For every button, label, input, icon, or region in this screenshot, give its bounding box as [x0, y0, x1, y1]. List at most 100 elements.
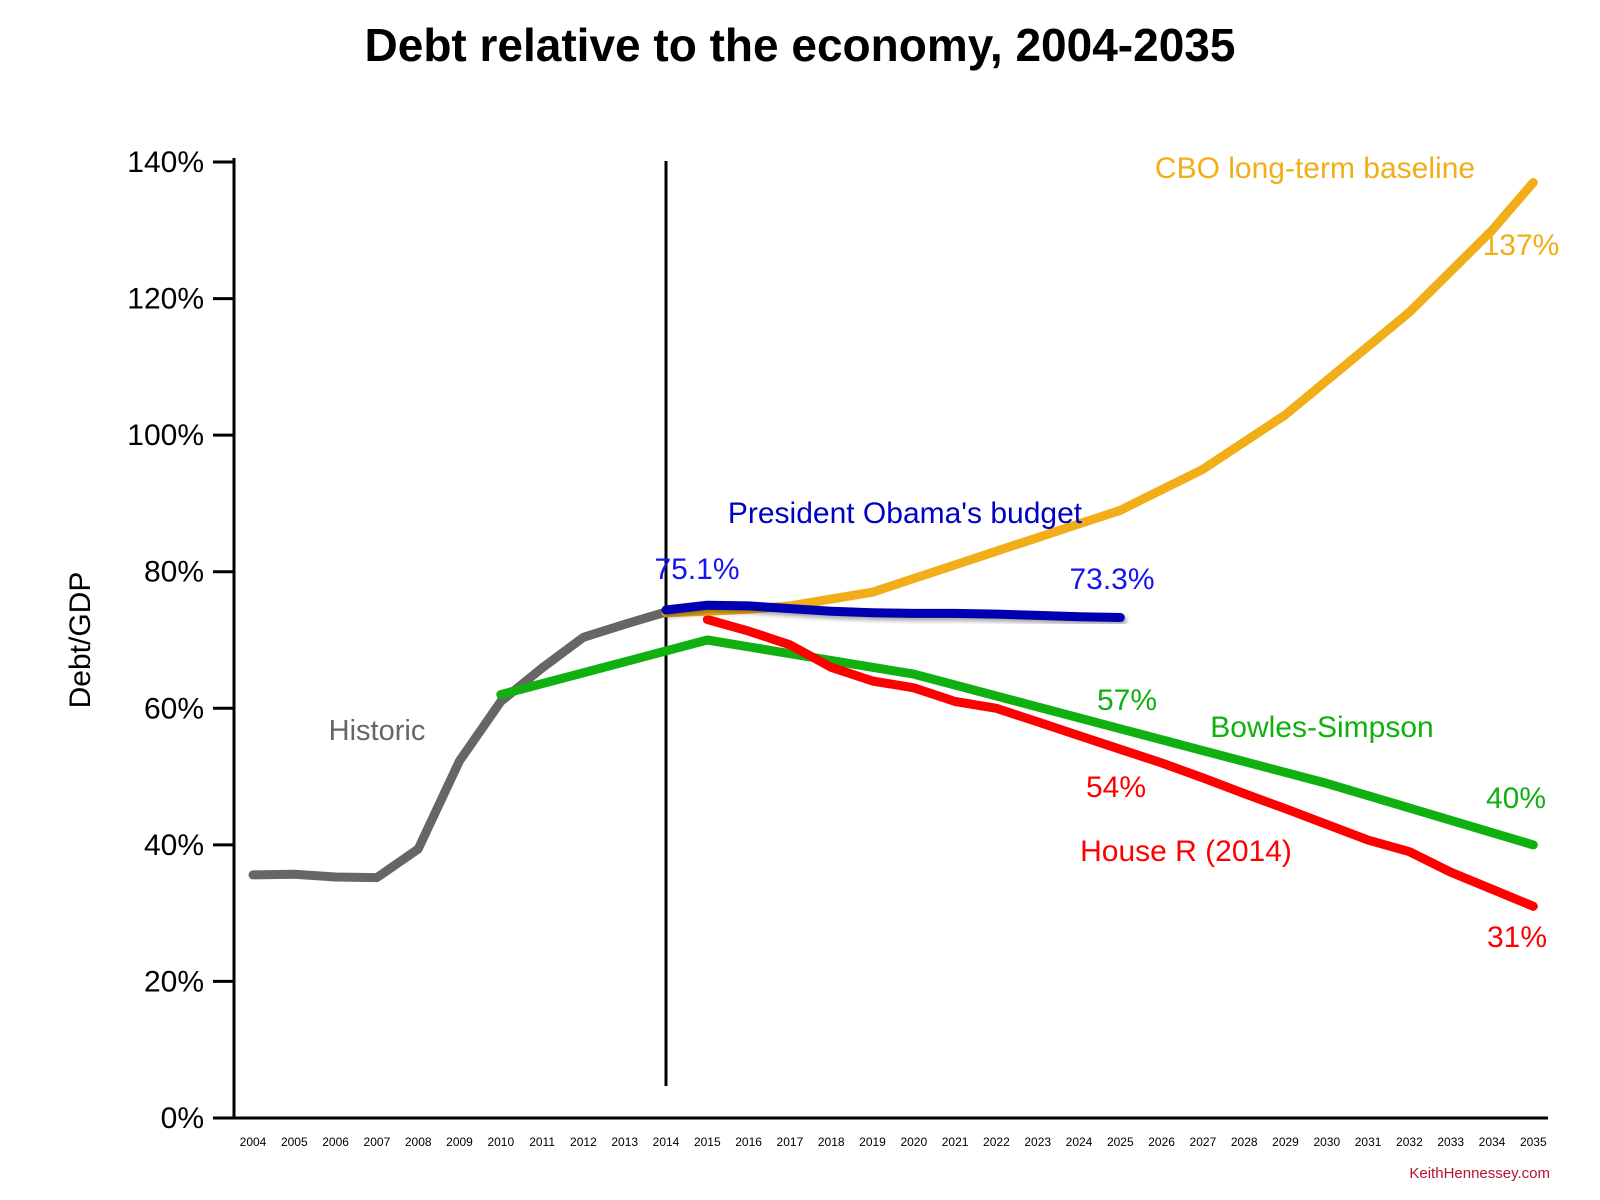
chart-title: Debt relative to the economy, 2004-2035: [364, 19, 1236, 71]
data-point-house-r-2014: [1036, 720, 1040, 724]
data-point-bowles-simpson: [912, 672, 916, 676]
data-point-cbo-long-term-baseline: [994, 549, 998, 553]
annotation-73-3: 73.3%: [1069, 563, 1154, 596]
annotations: Historic President Obama's budget 75.1% 73.…: [329, 152, 1560, 954]
x-tick-label: 2026: [1148, 1135, 1175, 1149]
data-point-cbo-long-term-baseline: [1407, 310, 1411, 314]
annotation-137: 137%: [1483, 229, 1560, 262]
data-point-house-r-2014: [1242, 792, 1246, 796]
data-point-house-r-2014: [1325, 822, 1329, 826]
x-tick-label: 2012: [570, 1135, 597, 1149]
x-tick-label: 2020: [900, 1135, 927, 1149]
y-tick-label: 20%: [144, 965, 204, 998]
axes: 0% 20% 40% 60% 80% 100% 120% 140% 2004 2005 2006 20…: [64, 146, 1548, 1149]
y-tick-label: 100%: [127, 419, 204, 452]
data-point-president-obama-s-budget: [664, 608, 668, 612]
data-point-house-r-2014: [747, 629, 751, 633]
data-point-president-obama-s-budget: [953, 611, 957, 615]
y-axis-label: Debt/GDP: [64, 572, 97, 709]
x-tick-label: 2027: [1190, 1135, 1217, 1149]
data-point-house-r-2014: [1284, 807, 1287, 811]
x-tick-label: 2028: [1231, 1135, 1258, 1149]
x-tick-label: 2032: [1396, 1135, 1423, 1149]
data-point-historic: [334, 875, 338, 879]
data-point-house-r-2014: [1077, 734, 1081, 738]
data-point-president-obama-s-budget: [871, 611, 874, 615]
data-point-house-r-2014: [871, 679, 874, 683]
y-tick-label: 0%: [161, 1102, 204, 1135]
data-point-bowles-simpson: [1118, 727, 1122, 731]
data-point-president-obama-s-budget: [788, 607, 792, 611]
data-point-president-obama-s-budget: [912, 611, 916, 615]
x-tick-label: 2021: [942, 1135, 969, 1149]
x-tick-label: 2022: [983, 1135, 1010, 1149]
data-point-cbo-long-term-baseline: [1366, 344, 1370, 348]
x-tick-label: 2005: [281, 1135, 308, 1149]
data-point-house-r-2014: [1449, 870, 1453, 874]
x-tick-label: 2019: [859, 1135, 886, 1149]
data-point-president-obama-s-budget: [705, 603, 709, 607]
annotation-31: 31%: [1487, 921, 1547, 954]
x-tick-label: 2007: [364, 1135, 391, 1149]
data-point-bowles-simpson: [705, 638, 709, 642]
x-tick-label: 2031: [1355, 1135, 1382, 1149]
data-point-historic: [292, 872, 296, 876]
annotation-54: 54%: [1086, 771, 1146, 804]
data-point-house-r-2014: [1407, 850, 1411, 854]
series-line-cbo-long-term-baseline: [661, 178, 1538, 618]
data-point-cbo-long-term-baseline: [912, 577, 916, 581]
data-point-house-r-2014: [1531, 904, 1535, 908]
series-line-historic: [248, 607, 671, 883]
data-point-president-obama-s-budget: [1036, 613, 1040, 617]
x-tick-label: 2018: [818, 1135, 845, 1149]
data-point-historic: [416, 847, 420, 851]
data-point-president-obama-s-budget: [994, 612, 998, 616]
y-tick-label: 60%: [144, 692, 204, 725]
data-point-historic: [499, 699, 503, 703]
y-tick-label: 120%: [127, 283, 204, 316]
data-point-cbo-long-term-baseline: [1242, 440, 1246, 444]
y-tick-label: 80%: [144, 556, 204, 589]
x-tick-label: 2013: [611, 1135, 638, 1149]
data-point-historic: [623, 622, 627, 626]
annotation-75-1: 75.1%: [654, 553, 739, 586]
data-point-historic: [581, 635, 585, 639]
data-point-cbo-long-term-baseline: [1490, 228, 1494, 232]
data-point-president-obama-s-budget: [1077, 615, 1081, 619]
data-point-house-r-2014: [1118, 747, 1122, 751]
x-tick-label: 2017: [777, 1135, 804, 1149]
data-point-house-r-2014: [705, 618, 709, 622]
x-tick-label: 2029: [1272, 1135, 1299, 1149]
data-point-house-r-2014: [912, 686, 916, 690]
data-point-house-r-2014: [829, 665, 833, 669]
x-tick-label: 2034: [1479, 1135, 1506, 1149]
data-point-cbo-long-term-baseline: [1118, 508, 1122, 512]
x-tick-label: 2016: [735, 1135, 762, 1149]
annotation-house-r-2014: House R (2014): [1080, 835, 1292, 868]
x-tick-label: 2015: [694, 1135, 721, 1149]
y-tick-label: 40%: [144, 829, 204, 862]
x-tick-label: 2004: [240, 1135, 267, 1149]
data-point-cbo-long-term-baseline: [705, 609, 709, 613]
x-tick-label: 2030: [1313, 1135, 1340, 1149]
data-point-bowles-simpson: [1531, 843, 1535, 847]
series-layer: [248, 178, 1538, 911]
data-point-historic: [375, 876, 379, 880]
annotation-historic: Historic: [329, 715, 426, 747]
data-point-historic: [540, 666, 544, 670]
data-point-cbo-long-term-baseline: [1325, 379, 1329, 383]
annotation-cbo-long-term-baseline: CBO long-term baseline: [1155, 152, 1475, 185]
data-point-historic: [458, 759, 461, 763]
y-tick-label: 140%: [127, 146, 204, 179]
data-point-house-r-2014: [1201, 776, 1205, 780]
data-point-cbo-long-term-baseline: [1201, 467, 1205, 471]
annotation-57: 57%: [1097, 684, 1157, 717]
data-point-historic: [251, 873, 255, 877]
annotation-40: 40%: [1486, 782, 1546, 815]
data-point-house-r-2014: [788, 643, 792, 647]
data-point-house-r-2014: [1490, 887, 1494, 891]
x-tick-label: 2008: [405, 1135, 432, 1149]
data-point-cbo-long-term-baseline: [829, 597, 833, 601]
x-tick-label: 2006: [322, 1135, 349, 1149]
